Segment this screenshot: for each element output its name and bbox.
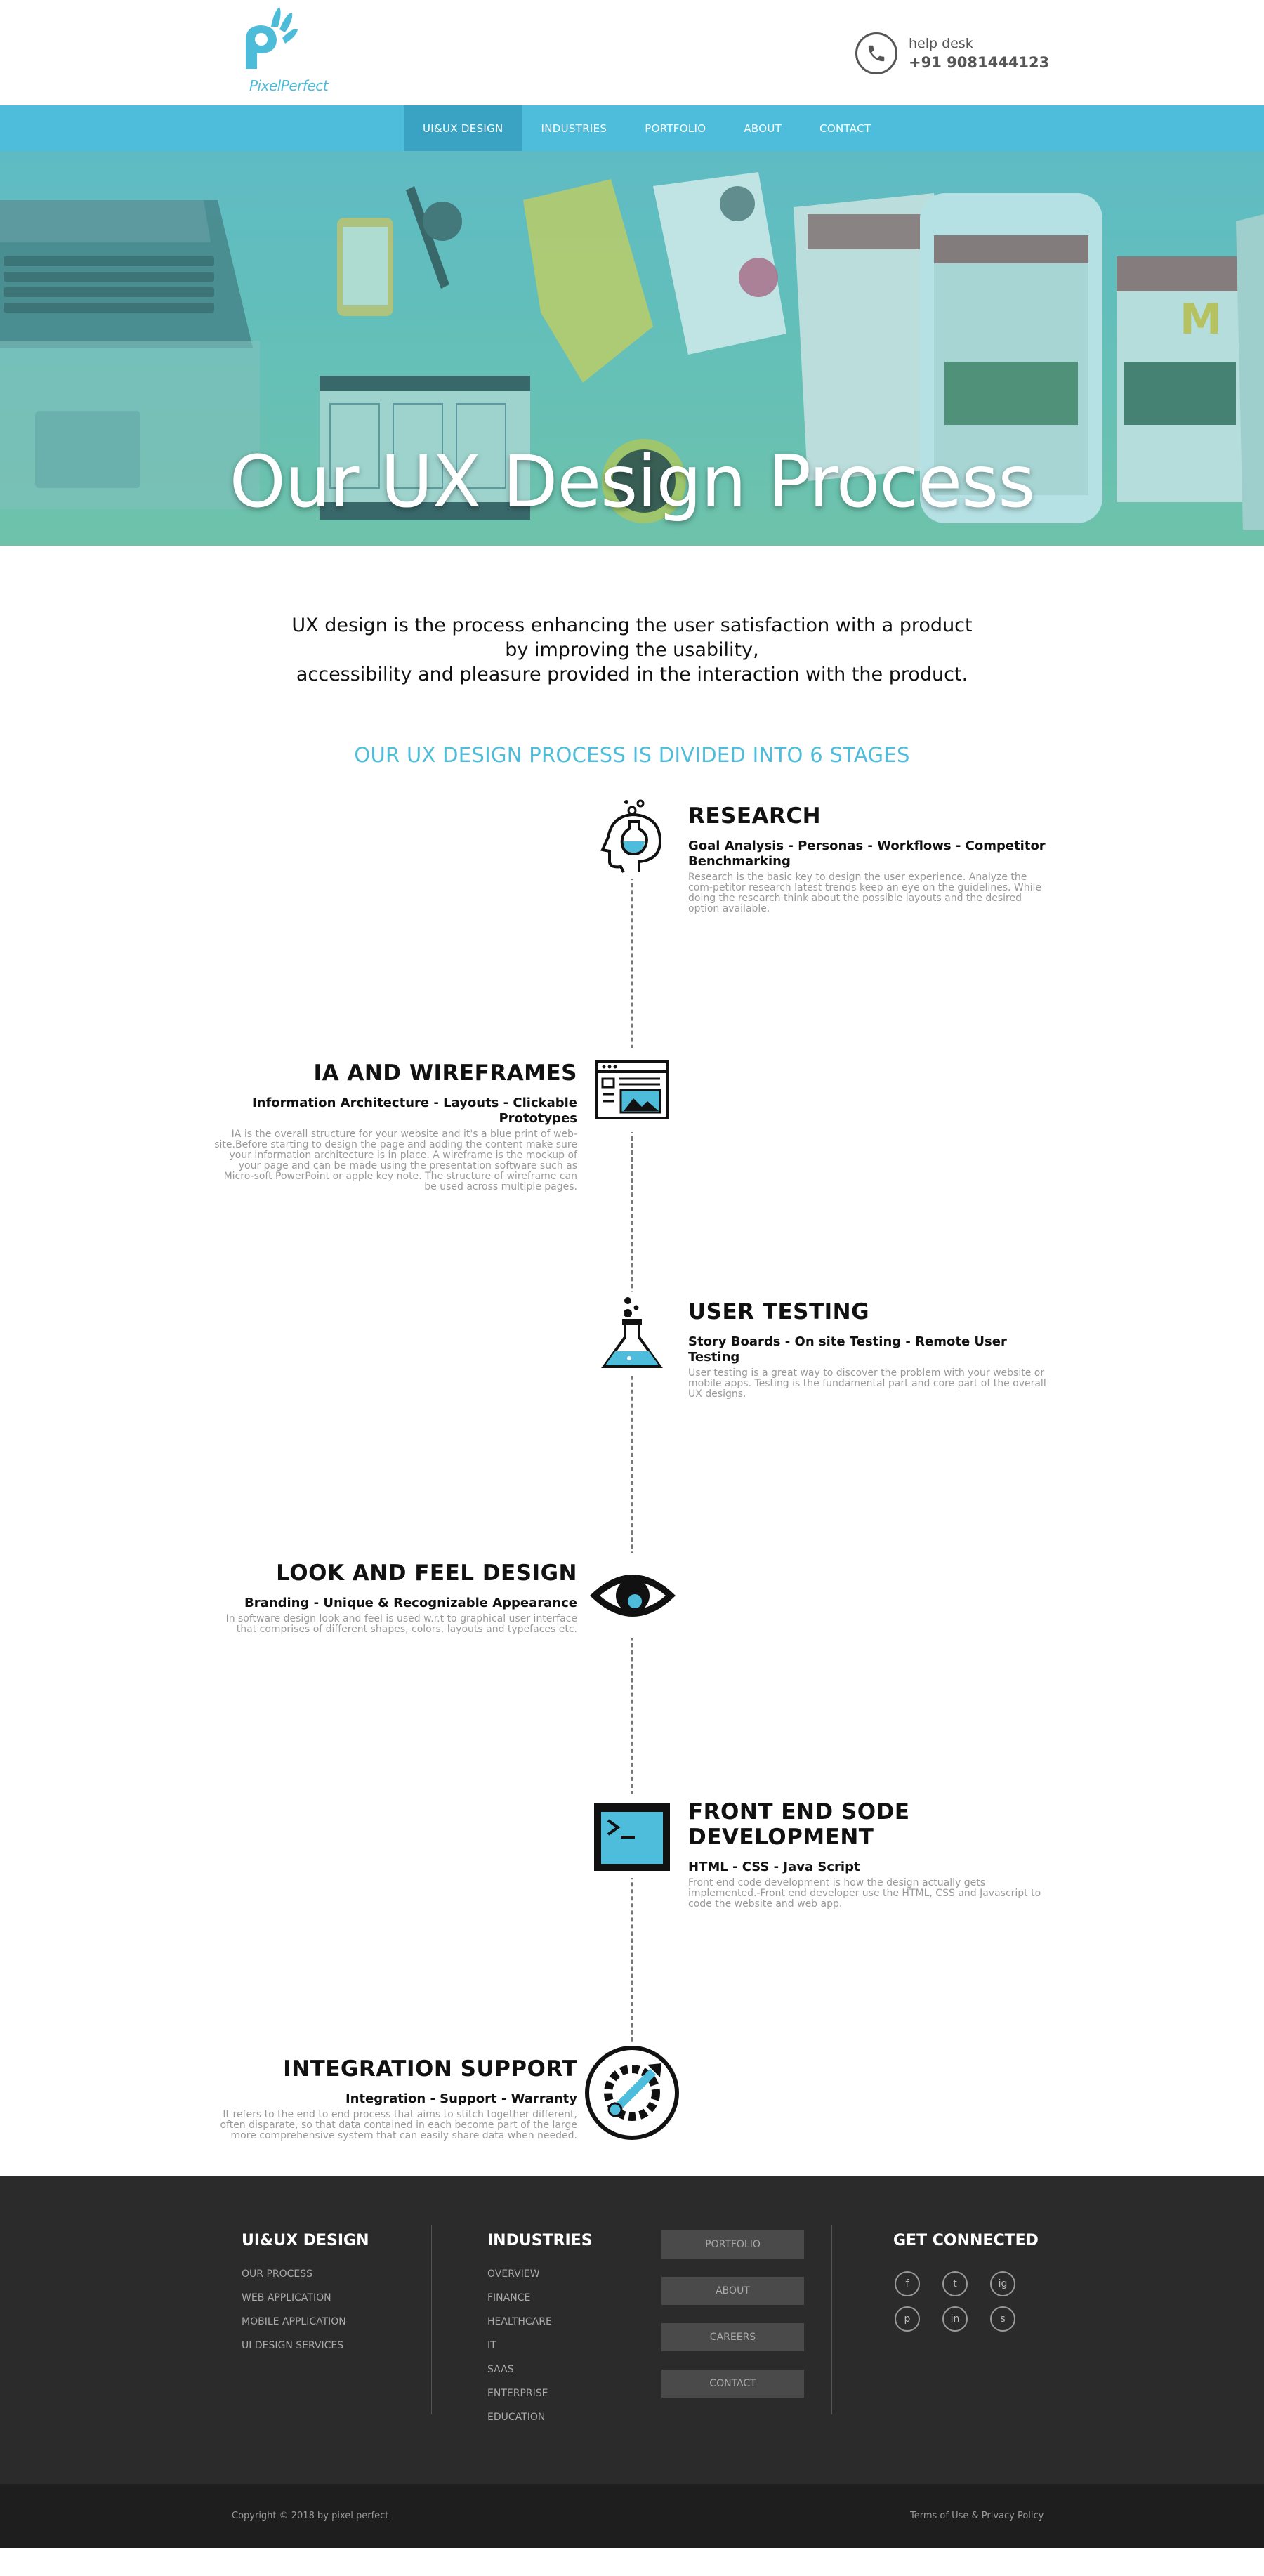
- instagram-icon[interactable]: ig: [990, 2271, 1015, 2296]
- terminal-icon: [590, 1794, 674, 1878]
- site-header: PixelPerfect help desk +91 9081444123: [0, 0, 1264, 105]
- pixelperfect-logo[interactable]: [239, 6, 344, 98]
- stage-description: It refers to the end to end process that…: [220, 2109, 577, 2141]
- footer-link[interactable]: IT: [487, 2340, 496, 2351]
- help-desk-label: help desk: [909, 36, 973, 51]
- hero-title: Our UX Design Process: [229, 440, 1036, 524]
- facebook-icon[interactable]: f: [895, 2271, 920, 2296]
- stage-description: Front end code development is how the de…: [688, 1877, 1041, 1910]
- stage-integration-support: INTEGRATION SUPPORT Integration - Suppor…: [212, 2056, 577, 2141]
- footer-heading: UI&UX DESIGN: [242, 2232, 369, 2249]
- pinterest-icon[interactable]: p: [895, 2306, 920, 2332]
- stage-user-testing: USER TESTING Story Boards - On site Test…: [688, 1299, 1053, 1400]
- footer-divider: [831, 2225, 832, 2414]
- hero-background-image: M: [0, 151, 1264, 546]
- footer-contact-button[interactable]: CONTACT: [661, 2370, 804, 2398]
- footer-link[interactable]: UI DESIGN SERVICES: [242, 2340, 344, 2351]
- footer-link[interactable]: OVERVIEW: [487, 2268, 540, 2280]
- bottom-bar: Copyright © 2018 by pixel perfect Terms …: [0, 2484, 1264, 2548]
- nav-item-industries[interactable]: INDUSTRIES: [541, 121, 607, 135]
- stage-title: INTEGRATION SUPPORT: [283, 2056, 577, 2082]
- stage-title: IA AND WIREFRAMES: [313, 1060, 577, 1086]
- footer-col-industries: INDUSTRIES OVERVIEW FINANCE HEALTHCARE I…: [487, 2232, 593, 2429]
- stage-subtitle: HTML - CSS - Java Script: [688, 1860, 860, 1874]
- nav-item-portfolio[interactable]: PORTFOLIO: [645, 121, 706, 135]
- integration-gear-icon: [583, 2044, 681, 2142]
- stage-subtitle: Branding - Unique & Recognizable Appeara…: [244, 1596, 577, 1610]
- twitter-icon[interactable]: t: [942, 2271, 968, 2296]
- svg-text:M: M: [1180, 295, 1222, 344]
- copyright-text: Copyright © 2018 by pixel perfect: [232, 2511, 389, 2521]
- stage-subtitle: Goal Analysis - Personas - Workflows - C…: [688, 839, 1046, 869]
- footer-link[interactable]: OUR PROCESS: [242, 2268, 313, 2280]
- footer-link[interactable]: EDUCATION: [487, 2412, 546, 2423]
- flask-icon: [590, 1292, 674, 1376]
- stage-title: LOOK AND FEEL DESIGN: [276, 1560, 577, 1586]
- footer-about-button[interactable]: ABOUT: [661, 2277, 804, 2305]
- footer-portfolio-button[interactable]: PORTFOLIO: [661, 2230, 804, 2259]
- help-desk[interactable]: help desk +91 9081444123: [855, 32, 1049, 74]
- logo-text: PixelPerfect: [249, 77, 329, 94]
- footer-col-connect: GET CONNECTED: [893, 2232, 1039, 2262]
- footer-link[interactable]: WEB APPLICATION: [242, 2292, 331, 2304]
- footer-heading: GET CONNECTED: [893, 2232, 1039, 2249]
- stage-title: USER TESTING: [688, 1299, 870, 1325]
- footer-link[interactable]: HEALTHCARE: [487, 2316, 552, 2327]
- research-head-icon: [590, 795, 674, 879]
- stage-description: User testing is a great way to discover …: [688, 1367, 1046, 1400]
- stage-ia-wireframes: IA AND WIREFRAMES Information Architectu…: [212, 1060, 577, 1192]
- phone-icon: [855, 32, 897, 74]
- stage-title: RESEARCH: [688, 803, 822, 829]
- stage-research: RESEARCH Goal Analysis - Personas - Work…: [688, 803, 1053, 914]
- intro-line-1: UX design is the process enhancing the u…: [291, 615, 973, 636]
- stage-description: IA is the overall structure for your web…: [214, 1129, 577, 1192]
- intro-section: UX design is the process enhancing the u…: [0, 546, 1264, 687]
- footer-link[interactable]: SAAS: [487, 2364, 514, 2375]
- nav-item-uiux-design[interactable]: UI&UX DESIGN: [404, 105, 522, 151]
- stage-subtitle: Story Boards - On site Testing - Remote …: [688, 1334, 1007, 1365]
- footer-link[interactable]: MOBILE APPLICATION: [242, 2316, 346, 2327]
- main-nav: UI&UX DESIGN INDUSTRIES PORTFOLIO ABOUT …: [0, 105, 1264, 151]
- intro-line-3: accessibility and pleasure provided in t…: [296, 664, 968, 685]
- stage-description: Research is the basic key to design the …: [688, 872, 1042, 914]
- process-timeline: RESEARCH Goal Analysis - Personas - Work…: [0, 767, 1264, 2176]
- footer-col-uiux: UI&UX DESIGN OUR PROCESS WEB APPLICATION…: [242, 2232, 369, 2358]
- stage-subtitle: Integration - Support - Warranty: [345, 2091, 577, 2106]
- timeline-dashed-line: [631, 820, 633, 2133]
- terms-link[interactable]: Terms of Use & Privacy Policy: [910, 2511, 1044, 2521]
- stage-look-and-feel: LOOK AND FEEL DESIGN Branding - Unique &…: [212, 1560, 577, 1635]
- footer-link[interactable]: FINANCE: [487, 2292, 531, 2304]
- hero-banner: M Our UX Design Process: [0, 151, 1264, 546]
- stage-subtitle: Information Architecture - Layouts - Cli…: [251, 1096, 577, 1126]
- stages-heading: OUR UX DESIGN PROCESS IS DIVIDED INTO 6 …: [354, 743, 910, 767]
- intro-line-2: by improving the usability,: [505, 639, 759, 661]
- stage-description: In software design look and feel is used…: [225, 1613, 577, 1635]
- nav-item-contact[interactable]: CONTACT: [819, 121, 871, 135]
- help-desk-number[interactable]: +91 9081444123: [909, 54, 1050, 71]
- wireframe-icon: [590, 1048, 674, 1132]
- skype-icon[interactable]: s: [990, 2306, 1015, 2332]
- footer-careers-button[interactable]: CAREERS: [661, 2323, 804, 2351]
- linkedin-icon[interactable]: in: [942, 2306, 968, 2332]
- nav-item-about[interactable]: ABOUT: [744, 121, 782, 135]
- stage-title: FRONT END SODE DEVELOPMENT: [688, 1799, 910, 1850]
- eye-icon: [587, 1553, 678, 1638]
- site-footer: UI&UX DESIGN OUR PROCESS WEB APPLICATION…: [0, 2176, 1264, 2484]
- footer-heading: INDUSTRIES: [487, 2232, 593, 2249]
- footer-divider: [431, 2225, 432, 2414]
- stage-front-end: FRONT END SODE DEVELOPMENT HTML - CSS - …: [688, 1799, 1053, 1910]
- footer-link[interactable]: ENTERPRISE: [487, 2388, 548, 2399]
